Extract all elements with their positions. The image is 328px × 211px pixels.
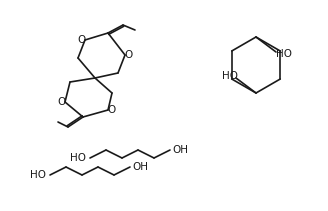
Text: HO: HO: [30, 170, 46, 180]
Text: HO: HO: [70, 153, 86, 163]
Text: O: O: [108, 105, 116, 115]
Text: OH: OH: [172, 145, 188, 155]
Text: HO: HO: [276, 49, 292, 59]
Text: O: O: [125, 50, 133, 60]
Text: HO: HO: [222, 71, 238, 81]
Text: O: O: [77, 35, 85, 45]
Text: OH: OH: [132, 162, 148, 172]
Text: O: O: [57, 97, 65, 107]
